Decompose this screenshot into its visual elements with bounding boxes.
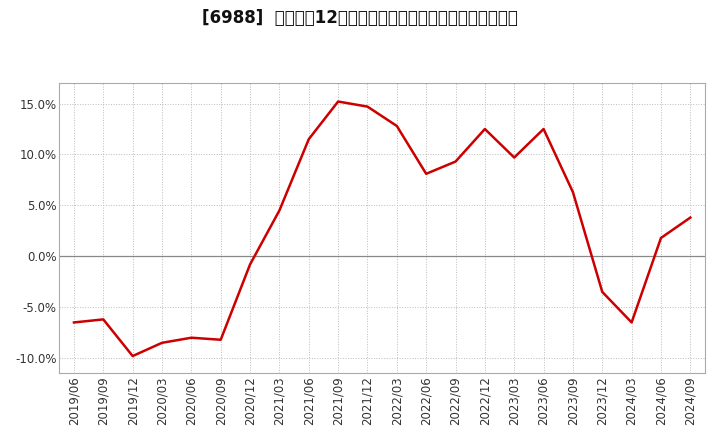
Text: [6988]  売上高の12か月移動合計の対前年同期増減率の推移: [6988] 売上高の12か月移動合計の対前年同期増減率の推移 (202, 9, 518, 27)
